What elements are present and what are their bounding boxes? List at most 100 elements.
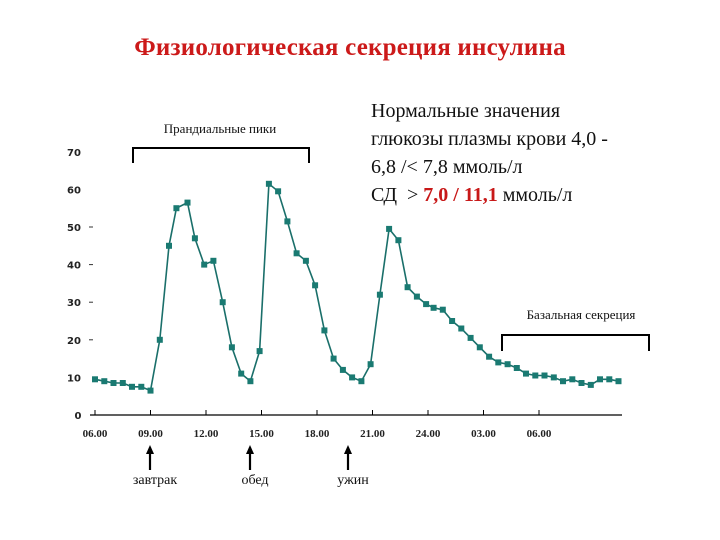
- data-point-marker: [119, 380, 126, 386]
- x-tick-label: 03.00: [471, 428, 496, 440]
- data-point-marker: [404, 284, 411, 291]
- insulin-line: [94, 182, 619, 392]
- y-tick-label: 60: [67, 185, 81, 196]
- data-point-marker: [569, 376, 576, 383]
- data-point-marker: [615, 378, 622, 385]
- data-point-marker: [275, 188, 282, 195]
- data-point-marker: [606, 376, 613, 383]
- data-point-marker: [504, 361, 511, 368]
- data-point-marker: [587, 381, 594, 388]
- x-tick-label: 18.00: [305, 428, 330, 440]
- data-point-marker: [550, 374, 557, 381]
- x-tick-label: 12.00: [194, 428, 219, 440]
- data-point-marker: [92, 376, 98, 383]
- x-tick-label: 06.00: [527, 428, 552, 440]
- data-point-marker: [228, 344, 235, 351]
- data-point-marker: [423, 301, 430, 308]
- data-point-marker: [293, 250, 300, 257]
- y-tick-label: 20: [67, 336, 81, 347]
- data-point-marker: [110, 380, 117, 386]
- arrow-up-icon: [146, 445, 154, 454]
- data-point-marker: [597, 376, 603, 383]
- data-point-marker: [256, 348, 263, 355]
- info-line-2: глюкозы плазмы крови 4,0 -: [371, 128, 608, 150]
- data-point-marker: [330, 355, 337, 362]
- meal-label: обед: [241, 473, 268, 488]
- chart-axes: 06.00 09.00 12.00 15.00 18.00 21.00 24.00 03.00…: [67, 148, 622, 440]
- x-tick-label: 06.00: [83, 428, 108, 440]
- data-point-marker: [458, 325, 465, 332]
- data-point-marker: [358, 378, 365, 385]
- data-point-marker: [129, 383, 135, 390]
- data-point-marker: [467, 334, 474, 341]
- data-point-marker: [166, 242, 172, 249]
- data-point-marker: [349, 374, 356, 381]
- data-point-marker: [367, 361, 374, 368]
- title-text: Физиологическая секреция инсулина: [134, 34, 566, 61]
- data-point-marker: [191, 235, 198, 242]
- data-point-marker: [476, 344, 483, 351]
- data-point-marker: [430, 304, 437, 311]
- data-point-marker: [238, 370, 245, 377]
- chart-brackets: Прандиальные пики Базальная секреция: [132, 121, 650, 351]
- y-tick-label: 10: [67, 373, 81, 384]
- data-point-marker: [513, 365, 520, 371]
- y-tick-label: 0: [75, 411, 82, 422]
- y-tick-label: 70: [67, 148, 81, 159]
- info-line-4-suffix: ммоль/л: [497, 184, 573, 206]
- data-point-marker: [147, 387, 154, 394]
- glucose-info-block: Нормальные значения глюкозы плазмы крови…: [371, 97, 608, 209]
- data-point-marker: [541, 372, 548, 379]
- data-point-marker: [532, 372, 539, 379]
- x-tick-label: 09.00: [138, 428, 163, 440]
- data-point-marker: [247, 378, 254, 385]
- data-point-marker: [439, 306, 446, 313]
- chart-series: [92, 180, 622, 394]
- data-point-marker: [312, 282, 319, 289]
- page-title: Физиологическая секреция инсулина: [0, 34, 720, 62]
- y-tick-label: 40: [67, 261, 81, 272]
- data-point-marker: [339, 366, 346, 373]
- data-point-marker: [560, 378, 566, 385]
- meal-label: ужин: [337, 473, 369, 488]
- data-point-marker: [395, 237, 402, 244]
- data-point-marker: [173, 205, 180, 212]
- data-point-marker: [265, 180, 272, 187]
- meal-label: завтрак: [133, 473, 178, 488]
- data-point-marker: [302, 257, 309, 264]
- data-point-marker: [486, 353, 493, 360]
- arrow-up-icon: [344, 445, 352, 454]
- diabetes-threshold: 7,0 / 11,1: [423, 184, 498, 206]
- prandial-peaks-label: Прандиальные пики: [164, 121, 276, 136]
- data-point-marker: [138, 383, 145, 390]
- data-point-marker: [449, 318, 456, 324]
- y-tick-label: 50: [67, 223, 81, 234]
- data-point-marker: [376, 291, 383, 298]
- data-point-marker: [413, 293, 420, 300]
- data-point-marker: [284, 218, 291, 225]
- info-line-4-prefix: СД >: [371, 184, 424, 206]
- data-point-marker: [101, 378, 108, 385]
- data-point-marker: [386, 225, 393, 232]
- arrow-up-icon: [246, 445, 254, 454]
- info-line-3: 6,8 /< 7,8 ммоль/л: [371, 156, 523, 178]
- data-point-marker: [201, 261, 208, 268]
- data-point-marker: [156, 336, 163, 343]
- data-point-marker: [210, 257, 217, 264]
- data-point-marker: [495, 359, 502, 366]
- info-line-1: Нормальные значения: [371, 100, 561, 122]
- data-point-marker: [578, 380, 585, 386]
- prandial-bracket: [132, 147, 310, 163]
- x-tick-label: 15.00: [249, 428, 274, 440]
- meal-markers: завтрак обед ужин: [133, 445, 369, 488]
- x-tick-label: 21.00: [360, 428, 385, 440]
- y-tick-label: 30: [67, 298, 81, 309]
- info-line-4: СД > 7,0 / 11,1 ммоль/л: [371, 181, 608, 209]
- basal-bracket: [501, 334, 650, 351]
- data-point-marker: [523, 370, 529, 377]
- basal-secretion-label: Базальная секреция: [527, 307, 636, 322]
- data-point-marker: [184, 199, 191, 206]
- data-point-marker: [219, 299, 226, 306]
- x-tick-label: 24.00: [416, 428, 441, 440]
